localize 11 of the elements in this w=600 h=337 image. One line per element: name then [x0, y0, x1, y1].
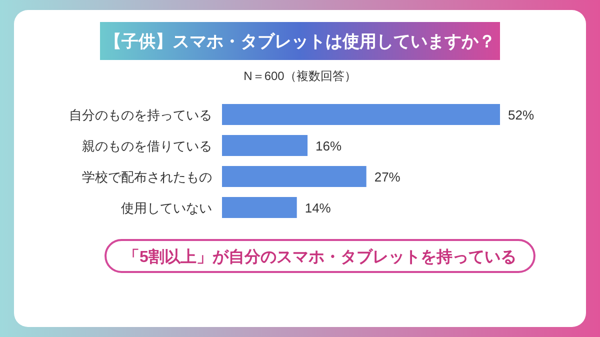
data-label: 14% — [304, 200, 332, 216]
y-tick-label: 自分のものを持っている — [69, 108, 212, 122]
chart-subtitle: N＝600（複数回答） — [244, 69, 356, 83]
chart-title: 【子供】スマホ・タブレットは使用していますか？ — [104, 32, 496, 51]
y-tick-label: 親のものを借りている — [82, 138, 212, 154]
y-tick-label: 学校で配布されたもの — [82, 170, 212, 184]
text: 「5割以上」が自分のスマホ・タブレットを持っている — [124, 248, 516, 266]
data-label: 16% — [316, 138, 342, 154]
data-label: 52% — [508, 108, 534, 122]
data-label: 27% — [374, 170, 401, 184]
y-tick-label: 使用していない — [121, 200, 212, 216]
